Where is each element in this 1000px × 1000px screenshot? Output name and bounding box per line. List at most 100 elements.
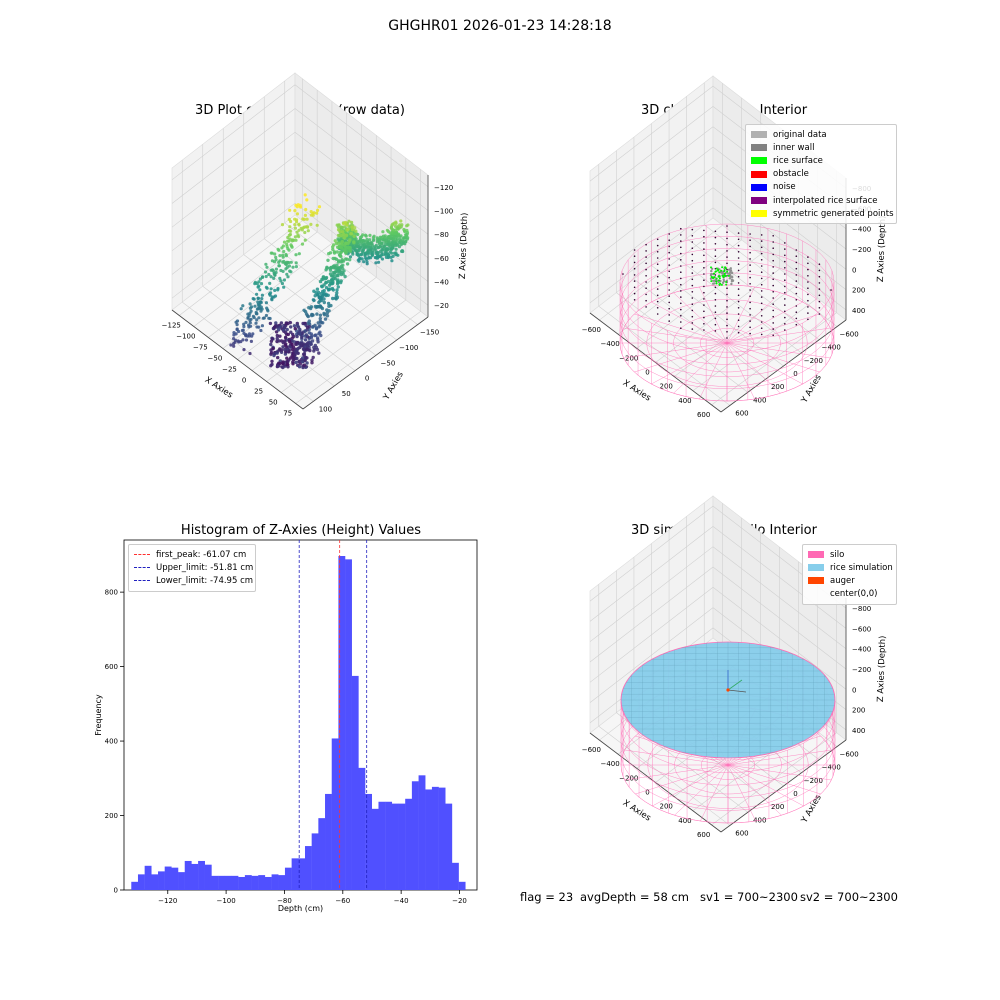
plot2-silo-floor-spoke [623,327,728,344]
plot2-y-tick-label: 600 [735,409,748,417]
plot3-y-tick-label: 200 [105,812,118,820]
plot2-y-tick-label: 200 [771,383,784,391]
plot1-z-tick-label: −80 [434,231,449,239]
histogram-bar [331,738,339,890]
plot4-silo-floor-spoke [727,764,782,816]
plot4-rice-mesh [621,642,835,758]
plot4-x-axis-label: X Axies [621,798,653,824]
plot1-z-tick-label: −60 [434,255,449,263]
plot2-x-tick-label: 600 [697,411,710,419]
plot3-title: Histogram of Z-Axies (Height) Values [180,523,422,538]
plot4-silo-floor-spoke [727,749,832,766]
plot1-grid-x [295,311,421,404]
plot4-z-tick-label: −800 [852,605,871,613]
plot4-grid-y [598,725,731,826]
plot4-x-tick-label: 600 [697,831,710,839]
histogram-bar [438,787,446,890]
histogram-bar [418,775,426,890]
plot2-y-tick-label: −200 [804,357,823,365]
plot4-silo-floor-spoke [700,764,729,822]
histogram-bar [398,803,406,890]
plot2-x-tick-label: 200 [660,383,673,391]
histogram-bar [198,860,205,890]
plot4-y-tick-label: −600 [839,751,858,759]
legend-item-first-peak: first_peak: -61.07 cm [134,548,250,561]
plot1-grid-y [223,270,356,371]
plot2-grid-z [589,207,847,311]
plot1-x-tick-label: −50 [208,355,223,363]
plot1-x-axis [171,309,304,410]
plot2-silo-floor-spoke [623,342,728,359]
plot2-silo-floor-spoke [651,342,728,385]
plot3-x-tick-label: −40 [394,897,409,905]
plot2-y-tick-label: 0 [793,370,797,378]
histogram-bar [151,874,159,890]
plot4-center-y [727,679,743,691]
histogram-bar [345,559,352,890]
plot3-x-tick-label: −100 [216,897,235,905]
plot4-silo-floor-spoke [652,764,729,807]
legend-item-rice-surface: rice surface [751,154,891,167]
legend-item-lower-limit: Lower_limit: -74.95 cm [134,574,253,587]
plot1-grid-y [202,286,335,387]
plot1-x-tick-label: −100 [176,333,195,341]
legend-item-symmetric-generated-points: symmetric generated points [751,207,894,220]
plot2-silo-floor-spoke [726,342,820,373]
plot1-grid-x [208,243,333,338]
histogram-bar [164,866,172,890]
plot3-histogram: −120 −100 −80 −60 −40 −20 0 200 400 600 800 Depth (… [94,539,478,913]
status-avg-depth: avgDepth = 58 cm [580,890,689,904]
plot1-x-tick-label: −125 [162,322,181,330]
plot1-grid-y [284,222,418,325]
plot2-z-tick-label: 400 [852,307,865,315]
plot1-y-tick-label: 50 [342,390,351,398]
plot1-z-tick-label: −120 [434,184,453,192]
histogram-bar [284,867,292,890]
legend-item-auger: auger [808,574,891,587]
plot1-y-tick-label: −100 [399,344,418,352]
plot1-x-tick-label: −75 [193,344,208,352]
plot4-grid-z [589,505,847,609]
plot4-silo-floor-spoke [635,764,729,795]
plot2-x-tick-label: −200 [619,354,638,362]
histogram-bar [171,867,179,890]
plot4-y-tick-label: 400 [753,816,766,824]
plot4-silo-floor-spoke [727,764,832,781]
histogram-bar [251,875,259,890]
histogram-bar [184,860,192,890]
plot4-silo-floor-spoke [624,764,729,781]
plot4-x-tick-label: −200 [619,774,638,782]
plot3-x-tick-label: −120 [158,897,177,905]
plot4-z-tick-label: 200 [852,707,865,715]
plot1-x-axis-label: X Axies [203,375,235,401]
plot2-silo-floor-spoke [699,342,728,400]
plot1-y-tick-label: −50 [381,359,396,367]
plot4-center-x [727,689,747,693]
plot1-grid-x [179,220,303,316]
plot2-grid-y [633,278,766,380]
plot3-y-tick-label: 400 [105,738,118,746]
plot2-silo-floor-spoke [726,342,755,400]
plot4-grid-z [589,586,847,690]
plot4-silo-floor-spoke [727,764,821,795]
histogram-bar [278,875,286,890]
plot2-silo-floor-spoke [651,301,728,344]
plot4-silo-floor-spoke [624,749,729,766]
legend-item-silo: silo [808,548,891,561]
status-sv2: sv2 = 700~2300 [800,890,898,904]
histogram-bar [311,833,319,890]
plot4-y-tick-label: −200 [804,777,823,785]
plot4-z-axis-label: Z Axies (Depth) [876,635,888,702]
histogram-bar [158,871,165,890]
status-sv1: sv1 = 700~2300 [700,890,798,904]
legend-item-obstacle: obstacle [751,168,891,181]
histogram-bar [405,798,413,890]
plot1-scatter-points [229,193,410,370]
plot1-grid-y [182,301,314,402]
plot2-grid-z [589,166,847,270]
histogram-bar [298,858,306,890]
plot4-x-tick-label: 400 [678,817,691,825]
plot2-grid-y [598,305,731,406]
plot1-x-tick-label: −25 [222,366,237,374]
